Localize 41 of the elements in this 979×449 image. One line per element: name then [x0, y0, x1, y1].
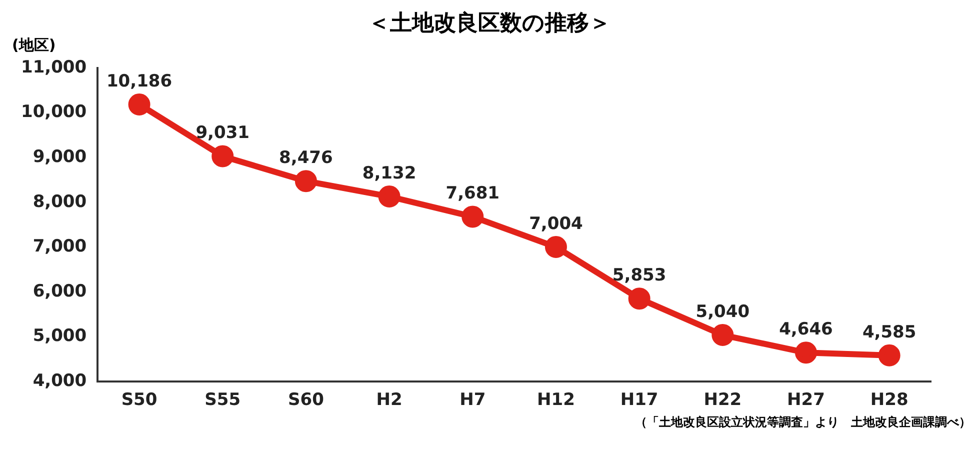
point [794, 342, 817, 364]
data-label: 7,681 [446, 184, 500, 204]
point [128, 93, 150, 116]
point [628, 288, 650, 310]
point [462, 206, 484, 228]
x-tick-label: H28 [870, 390, 908, 410]
point [712, 324, 734, 346]
data-label: 9,031 [196, 123, 250, 144]
x-tick-label: S55 [204, 390, 241, 410]
data-label: 5,040 [696, 302, 750, 322]
data-label: 10,186 [106, 71, 172, 92]
point [378, 185, 400, 208]
point [212, 145, 234, 168]
point [544, 236, 567, 258]
chart-title: ＜土地改良区数の推移＞ [367, 10, 612, 36]
data-label: 8,476 [279, 148, 333, 168]
y-tick-label: 11,000 [20, 57, 87, 78]
x-tick-label: H27 [787, 390, 825, 410]
x-tick-label: H12 [537, 390, 575, 410]
y-tick-label: 5,000 [32, 326, 87, 346]
y-tick-label: 8,000 [32, 192, 87, 212]
data-label: 5,853 [612, 266, 666, 286]
y-tick-label: 9,000 [32, 147, 87, 168]
x-tick-label: H7 [460, 390, 486, 410]
y-tick-label: 6,000 [32, 281, 87, 302]
x-tick-label: H17 [620, 390, 658, 410]
point [878, 344, 900, 366]
x-tick-label: H2 [376, 390, 402, 410]
data-label: 7,004 [529, 214, 584, 234]
data-label: 4,646 [779, 320, 833, 340]
text: （「土地改良区設立状況等調査」より 土地改良企画課調べ） [634, 414, 971, 431]
y-axis-title: (地区) [11, 36, 57, 54]
data-label: 8,132 [362, 163, 416, 184]
x-tick-label: S50 [121, 390, 158, 410]
x-tick-label: H22 [704, 390, 742, 410]
y-tick-label: 4,000 [32, 371, 87, 392]
data-label: 4,585 [862, 322, 916, 342]
y-tick-label: 10,000 [20, 102, 87, 122]
point [294, 170, 317, 192]
y-tick-label: 7,000 [32, 236, 87, 257]
x-tick-label: S60 [288, 390, 324, 410]
